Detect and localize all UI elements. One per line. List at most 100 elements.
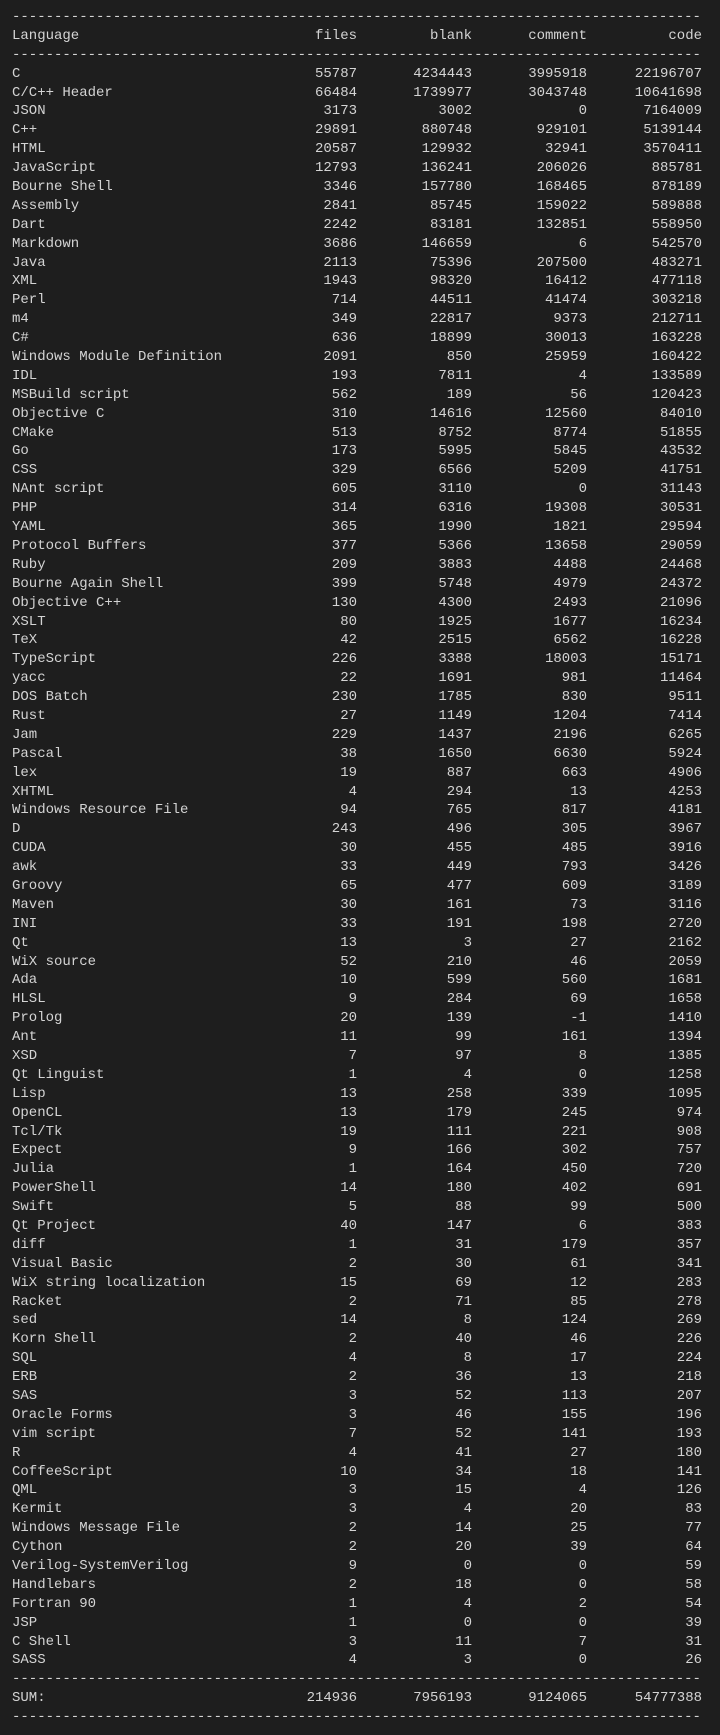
cell-code: 29059 <box>587 537 702 556</box>
cell-comment: 17 <box>472 1349 587 1368</box>
cell-blank: 111 <box>357 1123 472 1142</box>
table-row: Windows Message File2142577 <box>12 1519 708 1538</box>
cell-blank: 880748 <box>357 121 472 140</box>
cell-blank: 30 <box>357 1255 472 1274</box>
cell-files: 9 <box>242 990 357 1009</box>
table-row: Markdown36861466596542570 <box>12 235 708 254</box>
table-row: Ada105995601681 <box>12 971 708 990</box>
cell-code: 477118 <box>587 272 702 291</box>
cell-blank: 44511 <box>357 291 472 310</box>
cell-language: DOS Batch <box>12 688 242 707</box>
cell-blank: 22817 <box>357 310 472 329</box>
cell-language: Pascal <box>12 745 242 764</box>
cell-language: Lisp <box>12 1085 242 1104</box>
cell-files: 130 <box>242 594 357 613</box>
cell-blank: 129932 <box>357 140 472 159</box>
table-row: Groovy654776093189 <box>12 877 708 896</box>
cell-files: 7 <box>242 1425 357 1444</box>
cell-language: Perl <box>12 291 242 310</box>
cell-comment: 402 <box>472 1179 587 1198</box>
table-row: Julia1164450720 <box>12 1160 708 1179</box>
cell-comment: 113 <box>472 1387 587 1406</box>
cell-code: 691 <box>587 1179 702 1198</box>
cell-comment: 6562 <box>472 631 587 650</box>
table-row: TeX422515656216228 <box>12 631 708 650</box>
cell-files: 4 <box>242 1651 357 1670</box>
cell-blank: 20 <box>357 1538 472 1557</box>
cell-comment: 663 <box>472 764 587 783</box>
cell-blank: 164 <box>357 1160 472 1179</box>
cell-language: CoffeeScript <box>12 1463 242 1482</box>
cell-comment: 450 <box>472 1160 587 1179</box>
cell-files: 5 <box>242 1198 357 1217</box>
cell-code: 10641698 <box>587 84 702 103</box>
cell-files: 310 <box>242 405 357 424</box>
table-row: SAS352113207 <box>12 1387 708 1406</box>
cell-blank: 98320 <box>357 272 472 291</box>
cell-code: 24468 <box>587 556 702 575</box>
cell-blank: 157780 <box>357 178 472 197</box>
cell-comment: 981 <box>472 669 587 688</box>
cell-code: 22196707 <box>587 65 702 84</box>
sum-row: SUM: 214936 7956193 9124065 54777388 <box>12 1689 708 1708</box>
divider-header: ----------------------------------------… <box>12 46 702 65</box>
cell-code: 43532 <box>587 442 702 461</box>
cell-files: 2113 <box>242 254 357 273</box>
header-files: files <box>242 27 357 46</box>
cell-files: 19 <box>242 1123 357 1142</box>
cell-language: HLSL <box>12 990 242 1009</box>
cell-comment: 221 <box>472 1123 587 1142</box>
cell-blank: 1437 <box>357 726 472 745</box>
cell-files: 3 <box>242 1387 357 1406</box>
cell-files: 2091 <box>242 348 357 367</box>
table-row: HLSL9284691658 <box>12 990 708 1009</box>
cell-language: vim script <box>12 1425 242 1444</box>
cell-files: 209 <box>242 556 357 575</box>
table-row: JSON3173300207164009 <box>12 102 708 121</box>
cell-comment: 27 <box>472 934 587 953</box>
cell-files: 66484 <box>242 84 357 103</box>
cell-code: 3570411 <box>587 140 702 159</box>
table-row: CoffeeScript103418141 <box>12 1463 708 1482</box>
table-row: Racket27185278 <box>12 1293 708 1312</box>
divider-top: ----------------------------------------… <box>12 8 702 27</box>
cell-language: Swift <box>12 1198 242 1217</box>
cell-blank: 8 <box>357 1311 472 1330</box>
table-row: Objective C310146161256084010 <box>12 405 708 424</box>
cell-code: 21096 <box>587 594 702 613</box>
cell-comment: 8 <box>472 1047 587 1066</box>
cell-code: 16228 <box>587 631 702 650</box>
table-row: Visual Basic23061341 <box>12 1255 708 1274</box>
cell-language: Kermit <box>12 1500 242 1519</box>
cell-comment: -1 <box>472 1009 587 1028</box>
cell-comment: 830 <box>472 688 587 707</box>
cell-blank: 52 <box>357 1387 472 1406</box>
cell-comment: 5209 <box>472 461 587 480</box>
table-row: PHP31463161930830531 <box>12 499 708 518</box>
cell-code: 500 <box>587 1198 702 1217</box>
cell-comment: 929101 <box>472 121 587 140</box>
cell-files: 13 <box>242 1104 357 1123</box>
cell-code: 1658 <box>587 990 702 1009</box>
cell-comment: 4 <box>472 367 587 386</box>
cell-blank: 136241 <box>357 159 472 178</box>
cell-code: 3116 <box>587 896 702 915</box>
cell-comment: 41474 <box>472 291 587 310</box>
cell-comment: 0 <box>472 1614 587 1633</box>
cell-code: 11464 <box>587 669 702 688</box>
cell-files: 1 <box>242 1066 357 1085</box>
cell-blank: 69 <box>357 1274 472 1293</box>
table-row: NAnt script6053110031143 <box>12 480 708 499</box>
cell-blank: 4 <box>357 1595 472 1614</box>
cell-blank: 1149 <box>357 707 472 726</box>
cell-language: Qt Project <box>12 1217 242 1236</box>
cell-language: Assembly <box>12 197 242 216</box>
cell-language: Jam <box>12 726 242 745</box>
cell-code: 303218 <box>587 291 702 310</box>
table-row: Pascal38165066305924 <box>12 745 708 764</box>
cell-blank: 1739977 <box>357 84 472 103</box>
sum-comment: 9124065 <box>472 1689 587 1708</box>
table-row: m4349228179373212711 <box>12 310 708 329</box>
cell-code: 31143 <box>587 480 702 499</box>
table-row: Ruby2093883448824468 <box>12 556 708 575</box>
